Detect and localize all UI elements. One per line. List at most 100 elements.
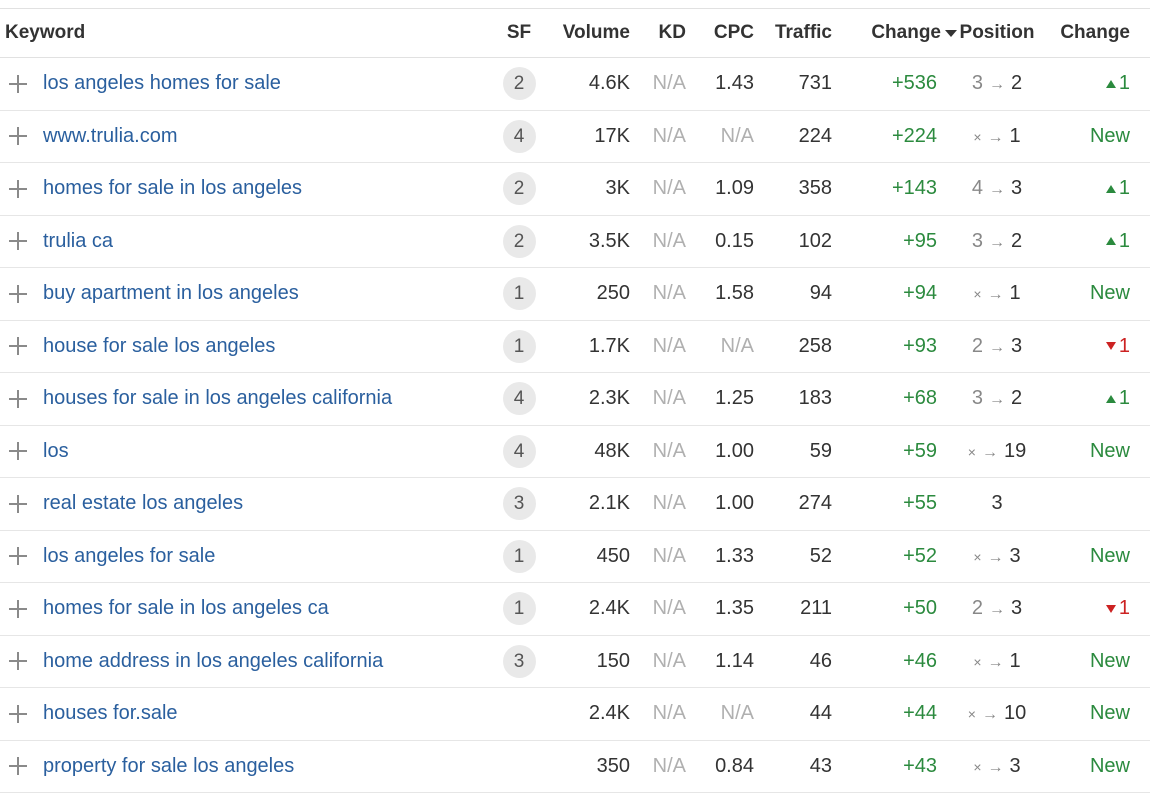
position-change-cell: 1 [1037, 162, 1150, 216]
sf-cell: 1 [500, 320, 538, 373]
header-traffic[interactable]: Traffic [760, 9, 844, 58]
position-previous: × [973, 548, 982, 565]
keyword-cell: house for sale los angeles [0, 320, 500, 373]
keyword-link[interactable]: house for sale los angeles [43, 334, 276, 357]
keyword-link[interactable]: los angeles homes for sale [43, 72, 281, 95]
keyword-link[interactable]: houses for.sale [43, 702, 178, 725]
keyword-link[interactable]: los angeles for sale [43, 544, 216, 567]
plus-icon[interactable] [7, 335, 29, 357]
arrow-right-icon: → [987, 548, 1004, 566]
sf-badge[interactable]: 4 [502, 119, 536, 153]
volume-cell: 3.5K [538, 215, 636, 268]
triangle-up-icon [1105, 394, 1116, 403]
kd-cell: N/A [636, 530, 694, 583]
table-body: los angeles homes for sale 2 4.6K N/A 1.43 73… [0, 57, 1150, 793]
sf-cell: 4 [500, 425, 538, 478]
plus-icon[interactable] [7, 440, 29, 462]
plus-icon[interactable] [7, 388, 29, 410]
position-cell: × → 3 [957, 740, 1037, 793]
keyword-link[interactable]: trulia ca [43, 229, 114, 252]
traffic-cell: 59 [760, 425, 844, 478]
position-current: 2 [1011, 387, 1023, 410]
sf-badge[interactable]: 1 [502, 539, 536, 573]
position-change-cell: New [1037, 110, 1150, 163]
plus-icon[interactable] [7, 178, 29, 200]
plus-icon[interactable] [7, 598, 29, 620]
position-change-cell: New [1037, 425, 1150, 478]
volume-cell: 2.1K [538, 477, 636, 531]
keyword-link[interactable]: home address in los angeles california [43, 649, 384, 672]
position-change-cell: 1 [1037, 372, 1150, 426]
header-position[interactable]: Position [957, 9, 1037, 58]
plus-icon[interactable] [7, 650, 29, 672]
traffic-change-cell: +94 [844, 267, 957, 321]
position-cell: × → 1 [957, 110, 1037, 163]
keyword-link[interactable]: houses for sale in los angeles californi… [43, 387, 393, 410]
header-sf[interactable]: SF [500, 9, 538, 58]
keyword-cell: homes for sale in los angeles ca [0, 582, 500, 636]
plus-icon[interactable] [7, 755, 29, 777]
sf-badge[interactable]: 2 [502, 224, 536, 258]
table-row: los 4 48K N/A 1.00 59 +59 × → 19 New [0, 425, 1150, 478]
traffic-change-cell: +224 [844, 110, 957, 163]
header-change[interactable]: Change [844, 9, 957, 58]
keyword-link[interactable]: los [43, 439, 69, 462]
sf-badge[interactable]: 4 [502, 382, 536, 416]
sf-badge[interactable]: 4 [502, 434, 536, 468]
plus-icon[interactable] [7, 283, 29, 305]
header-position-change[interactable]: Change [1037, 9, 1150, 58]
position-new-label: New [1089, 649, 1130, 672]
volume-cell: 1.7K [538, 320, 636, 373]
position-current: 3 [1011, 597, 1023, 620]
arrow-right-icon: → [987, 286, 1004, 304]
header-kd[interactable]: KD [636, 9, 694, 58]
position-current: 3 [1011, 177, 1023, 200]
position-cell: 3 → 2 [957, 215, 1037, 268]
keyword-link[interactable]: buy apartment in los angeles [43, 282, 299, 305]
traffic-change-cell: +59 [844, 425, 957, 478]
kd-cell: N/A [636, 477, 694, 531]
kd-cell: N/A [636, 267, 694, 321]
keyword-link[interactable]: homes for sale in los angeles [43, 177, 303, 200]
volume-cell: 150 [538, 635, 636, 688]
sf-badge[interactable]: 2 [502, 67, 536, 101]
position-change-value: 1 [1118, 334, 1130, 357]
sf-badge[interactable]: 3 [502, 487, 536, 521]
position-cell: 3 → 2 [957, 57, 1037, 111]
sf-badge[interactable]: 2 [502, 172, 536, 206]
plus-icon[interactable] [7, 73, 29, 95]
arrow-right-icon: → [989, 391, 1005, 409]
volume-cell: 450 [538, 530, 636, 583]
cpc-cell: N/A [694, 110, 760, 163]
header-volume[interactable]: Volume [538, 9, 636, 58]
traffic-cell: 183 [760, 372, 844, 426]
position-change-cell: 1 [1037, 320, 1150, 373]
plus-icon[interactable] [7, 230, 29, 252]
keyword-link[interactable]: www.trulia.com [43, 124, 178, 147]
position-previous: × [973, 758, 982, 775]
header-cpc[interactable]: CPC [694, 9, 760, 58]
sf-badge[interactable]: 1 [502, 277, 536, 311]
plus-icon[interactable] [7, 545, 29, 567]
sf-badge[interactable]: 1 [502, 329, 536, 363]
plus-icon[interactable] [7, 703, 29, 725]
header-change-label: Change [871, 22, 941, 43]
sf-badge[interactable]: 1 [502, 592, 536, 626]
traffic-change-cell: +50 [844, 582, 957, 636]
table-header-row: Keyword SF Volume KD CPC Traffic Change … [0, 9, 1150, 58]
keyword-cell: property for sale los angeles [0, 740, 500, 793]
keyword-link[interactable]: property for sale los angeles [43, 754, 295, 777]
position-previous: × [967, 443, 976, 460]
position-cell: 3 [957, 477, 1037, 531]
position-new-label: New [1089, 124, 1130, 147]
keyword-link[interactable]: homes for sale in los angeles ca [43, 597, 329, 620]
keyword-link[interactable]: real estate los angeles [43, 492, 244, 515]
sf-badge[interactable]: 3 [502, 644, 536, 678]
position-change-cell: 1 [1037, 215, 1150, 268]
header-keyword[interactable]: Keyword [0, 9, 500, 58]
plus-icon[interactable] [7, 125, 29, 147]
header-change-sort[interactable]: Change [871, 22, 957, 44]
cpc-cell: 1.00 [694, 425, 760, 478]
table-row: real estate los angeles 3 2.1K N/A 1.00 274 +5… [0, 477, 1150, 531]
plus-icon[interactable] [7, 493, 29, 515]
